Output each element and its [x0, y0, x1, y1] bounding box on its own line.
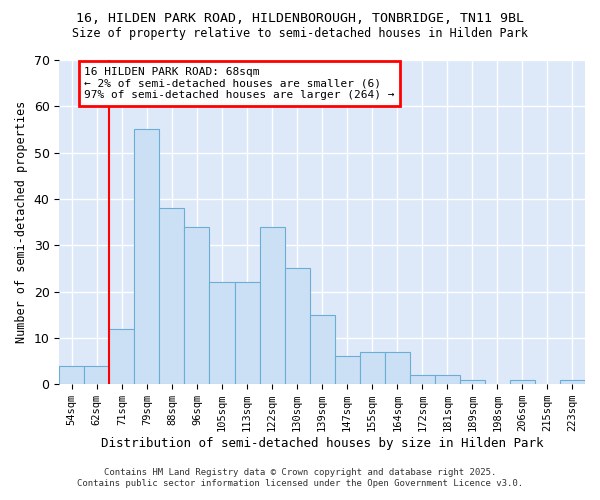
Bar: [410, 375, 435, 384]
Bar: [160, 208, 184, 384]
Bar: [85, 366, 109, 384]
Bar: [109, 328, 134, 384]
X-axis label: Distribution of semi-detached houses by size in Hilden Park: Distribution of semi-detached houses by …: [101, 437, 544, 450]
Bar: [560, 380, 585, 384]
Bar: [260, 226, 284, 384]
Bar: [435, 375, 460, 384]
Y-axis label: Number of semi-detached properties: Number of semi-detached properties: [15, 101, 28, 343]
Bar: [385, 352, 410, 384]
Text: 16 HILDEN PARK ROAD: 68sqm
← 2% of semi-detached houses are smaller (6)
97% of s: 16 HILDEN PARK ROAD: 68sqm ← 2% of semi-…: [85, 67, 395, 100]
Bar: [510, 380, 535, 384]
Bar: [134, 130, 160, 384]
Bar: [310, 314, 335, 384]
Bar: [284, 268, 310, 384]
Text: Contains HM Land Registry data © Crown copyright and database right 2025.
Contai: Contains HM Land Registry data © Crown c…: [77, 468, 523, 487]
Bar: [235, 282, 260, 384]
Bar: [184, 226, 209, 384]
Bar: [359, 352, 385, 384]
Text: Size of property relative to semi-detached houses in Hilden Park: Size of property relative to semi-detach…: [72, 28, 528, 40]
Bar: [59, 366, 85, 384]
Text: 16, HILDEN PARK ROAD, HILDENBOROUGH, TONBRIDGE, TN11 9BL: 16, HILDEN PARK ROAD, HILDENBOROUGH, TON…: [76, 12, 524, 26]
Bar: [335, 356, 359, 384]
Bar: [460, 380, 485, 384]
Bar: [209, 282, 235, 384]
